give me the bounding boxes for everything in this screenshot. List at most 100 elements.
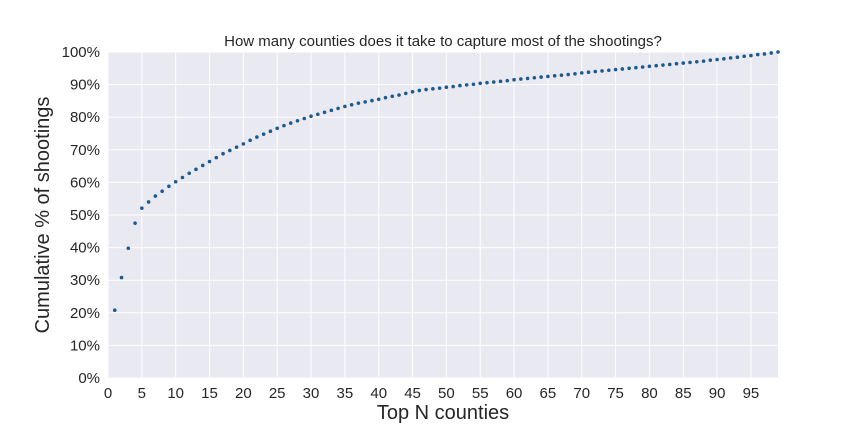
data-point [390,94,395,99]
data-point [681,61,686,65]
data-point [288,121,293,125]
data-point [248,138,252,143]
x-tick-label: 10 [167,385,184,402]
data-point [234,145,239,149]
y-axis-label: Cumulative % of shootings [32,97,54,334]
data-point [749,53,753,58]
data-point [654,63,658,68]
data-point [322,110,327,115]
x-tick-labels: 0 5 10 15 20 25 30 35 40 45 50 55 60 65 70 75 80 85 90 95 [104,385,759,402]
data-point [173,179,178,184]
data-point [349,103,354,107]
data-point [512,77,516,82]
x-tick-label: 55 [472,385,489,402]
x-tick-label: 65 [540,385,557,402]
x-tick-label: 70 [573,385,590,402]
data-point [180,175,185,180]
data-point [336,106,340,111]
data-point [532,75,537,80]
data-point [471,82,476,87]
x-tick-label: 45 [404,385,421,402]
data-point [241,142,246,146]
x-tick-label: 25 [269,385,286,402]
data-point [221,151,225,156]
x-tick-label: 95 [743,385,760,402]
data-point [640,65,645,69]
x-tick-label: 85 [675,385,692,402]
data-point [282,123,286,128]
data-point [255,135,259,139]
data-point [485,80,489,85]
x-tick-label: 30 [303,385,320,402]
data-point [498,79,503,84]
data-point [153,194,158,198]
data-point [187,171,192,176]
data-point [133,221,137,225]
y-tick-label: 70% [70,142,100,159]
data-point [424,87,428,92]
x-tick-label: 15 [201,385,218,402]
data-point [437,86,442,90]
y-tick-label: 0% [78,370,100,387]
data-point [620,67,625,71]
x-axis-label: Top N counties [377,402,509,424]
y-tick-label: 40% [70,240,100,257]
data-point [742,54,746,59]
data-point [403,91,408,96]
data-point [505,78,510,83]
data-point [397,93,401,97]
data-point [112,308,117,312]
data-point [458,83,462,88]
data-point [410,89,415,94]
x-tick-label: 80 [641,385,658,402]
y-tick-label: 10% [70,337,100,354]
data-point [146,200,151,204]
data-point [417,88,422,93]
data-point [613,67,618,72]
data-point [167,184,171,189]
y-tick-label: 30% [70,272,100,289]
chart-title: How many counties does it take to captur… [224,33,662,50]
y-tick-label: 60% [70,174,100,191]
data-point [586,70,591,75]
y-tick-labels: 0% 10% 20% 30% 40% 50% 60% 70% 80% 90% 100% [62,44,100,387]
data-point [667,62,672,67]
data-point [573,72,577,76]
data-point [627,66,631,71]
x-tick-label: 20 [235,385,252,402]
x-tick-label: 35 [337,385,354,402]
data-point [491,80,496,84]
data-point [552,73,557,78]
data-point [735,55,740,60]
data-point [708,58,713,62]
data-point [309,114,313,119]
data-point [688,60,692,65]
data-point [228,148,232,153]
data-point [722,57,726,61]
data-point [126,246,131,251]
data-point [478,81,483,86]
data-point [140,206,144,210]
data-point [315,112,320,117]
data-point [464,83,469,87]
data-point [539,75,543,79]
data-point [119,275,124,280]
data-point [661,63,665,67]
data-point [376,97,381,102]
x-tick-label: 90 [709,385,726,402]
data-point [261,132,266,136]
data-point [579,71,584,75]
x-tick-label: 40 [370,385,387,402]
data-point [343,104,347,109]
data-point [647,64,652,69]
data-point [762,52,767,56]
data-point [607,68,611,73]
data-point [674,61,679,66]
x-tick-label: 60 [506,385,523,402]
data-point [200,163,205,168]
y-tick-label: 80% [70,109,100,126]
data-point [444,85,449,90]
x-tick-label: 0 [104,385,112,402]
data-point [600,69,604,73]
